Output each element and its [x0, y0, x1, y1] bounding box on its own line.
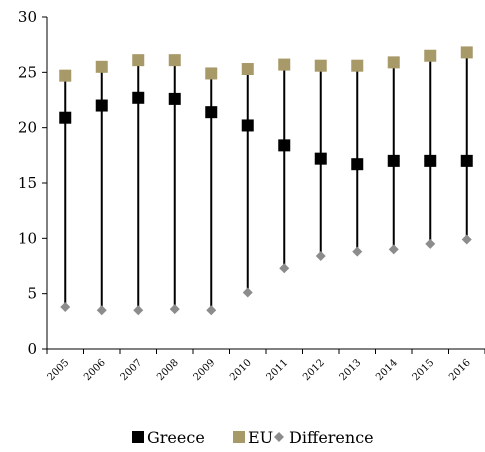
difference-point [279, 263, 290, 274]
greece-point [278, 139, 291, 152]
y-tick-label: 30 [18, 8, 37, 26]
eu-point [205, 67, 218, 80]
difference-point [169, 304, 180, 315]
x-tick-label: 2011 [265, 357, 291, 383]
x-tick-label: 2009 [192, 357, 218, 383]
y-tick-label: 20 [18, 119, 37, 137]
y-tick-label: 15 [18, 174, 37, 192]
difference-point [96, 305, 107, 316]
y-tick-label: 5 [27, 285, 37, 303]
legend-marker-difference [274, 432, 284, 442]
axes [46, 17, 485, 350]
high-low-lines [64, 52, 468, 311]
greece-point [132, 91, 145, 104]
greece-point [95, 99, 108, 112]
eu-point [241, 63, 254, 76]
legend-item-difference: Difference [289, 428, 374, 447]
data-markers [59, 46, 473, 316]
y-axis-ticks: 0 5 10 15 20 25 30 [18, 8, 47, 358]
eu-point [95, 60, 108, 73]
greece-point [460, 154, 473, 167]
greece-point [59, 111, 72, 124]
x-axis-ticks: 2005 2006 2007 2008 2009 2010 2011 2012 2013 2014… [46, 349, 485, 383]
difference-point [315, 251, 326, 262]
x-tick-label: 2005 [46, 357, 72, 383]
difference-point [388, 244, 399, 255]
legend-item-greece: Greece [147, 428, 205, 447]
x-tick-label: 2013 [338, 357, 364, 383]
greece-point [168, 92, 181, 105]
eu-point [314, 59, 327, 72]
x-tick-label: 2008 [155, 357, 181, 383]
greece-point [241, 119, 254, 132]
difference-point [352, 246, 363, 257]
x-tick-label: 2010 [228, 357, 254, 383]
x-tick-label: 2012 [301, 357, 327, 383]
eu-point [168, 54, 181, 67]
legend-item-eu: EU [248, 428, 273, 447]
eu-point [460, 46, 473, 59]
eu-point [351, 59, 364, 72]
eu-point [132, 54, 145, 67]
difference-point [461, 234, 472, 245]
difference-point [425, 238, 436, 249]
y-tick-label: 10 [18, 229, 37, 247]
difference-point [133, 305, 144, 316]
y-tick-label: 25 [18, 63, 37, 81]
eu-point [424, 49, 437, 62]
legend: Greece EU Difference [132, 428, 374, 447]
y-tick-label: 0 [27, 340, 37, 358]
x-tick-label: 2015 [411, 357, 437, 383]
eu-point [387, 56, 400, 69]
x-tick-label: 2014 [374, 357, 400, 383]
x-tick-label: 2006 [82, 357, 108, 383]
eu-point [59, 69, 72, 82]
eu-point [278, 58, 291, 71]
greece-point [205, 106, 218, 119]
difference-point [206, 305, 217, 316]
legend-marker-eu [233, 431, 245, 443]
greece-point [351, 158, 364, 171]
legend-marker-greece [132, 431, 144, 443]
greece-point [424, 154, 437, 167]
x-tick-label: 2007 [119, 357, 145, 383]
difference-point [242, 287, 253, 298]
greece-point [314, 152, 327, 165]
x-tick-label: 2016 [447, 357, 473, 383]
difference-point [60, 301, 71, 312]
greece-point [387, 154, 400, 167]
